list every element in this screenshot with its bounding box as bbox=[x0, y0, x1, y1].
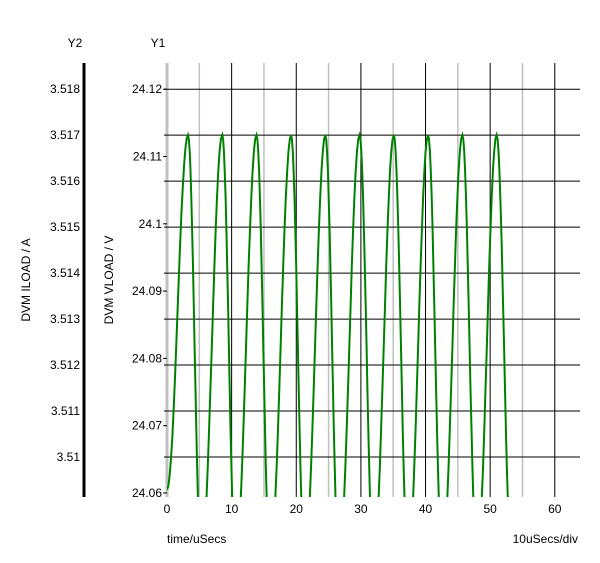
y1-tick-label: 24.09 bbox=[132, 284, 162, 298]
x-tick-label: 30 bbox=[354, 502, 368, 516]
x-tick-label: 10 bbox=[225, 502, 239, 516]
x-tick-label: 60 bbox=[548, 502, 562, 516]
y1-tick-label: 24.08 bbox=[132, 351, 162, 365]
y2-tick-label: 3.514 bbox=[50, 266, 80, 280]
y2-tick-label: 3.516 bbox=[50, 174, 80, 188]
y2-tick-label: 3.515 bbox=[50, 220, 80, 234]
y2-header: Y2 bbox=[68, 36, 83, 50]
y2-tick-label: 3.513 bbox=[50, 312, 80, 326]
y1-tick-label: 24.11 bbox=[133, 150, 162, 164]
y1-header: Y1 bbox=[151, 36, 166, 50]
y2-tick-label: 3.518 bbox=[50, 82, 80, 96]
y2-tick-label: 3.512 bbox=[50, 358, 80, 372]
y1-axis-label: DVM VLOAD / V bbox=[102, 236, 116, 325]
x-tick-label: 0 bbox=[164, 502, 171, 516]
y2-tick-label: 3.51 bbox=[57, 450, 81, 464]
y1-tick-label: 24.06 bbox=[132, 486, 162, 500]
y1-tick-label: 24.12 bbox=[132, 82, 162, 96]
y2-tick-label: 3.517 bbox=[50, 128, 80, 142]
x-tick-label: 20 bbox=[290, 502, 304, 516]
x-scale-note: 10uSecs/div bbox=[513, 532, 578, 546]
y2-axis-label: DVM ILOAD / A bbox=[19, 238, 33, 321]
x-tick-label: 40 bbox=[419, 502, 433, 516]
y1-tick-label: 24.07 bbox=[132, 419, 162, 433]
x-tick-label: 50 bbox=[483, 502, 497, 516]
series-line-vload bbox=[167, 131, 509, 497]
grid bbox=[164, 63, 580, 497]
x-axis-label: time/uSecs bbox=[167, 532, 226, 546]
y2-tick-label: 3.511 bbox=[51, 404, 80, 418]
tick-labels: 0 10 20 30 40 50 60 3.518 3.517 3.516 3.515 3.514 3.… bbox=[50, 82, 562, 516]
y1-tick-label: 24.1 bbox=[139, 217, 163, 231]
series-group bbox=[167, 131, 509, 497]
